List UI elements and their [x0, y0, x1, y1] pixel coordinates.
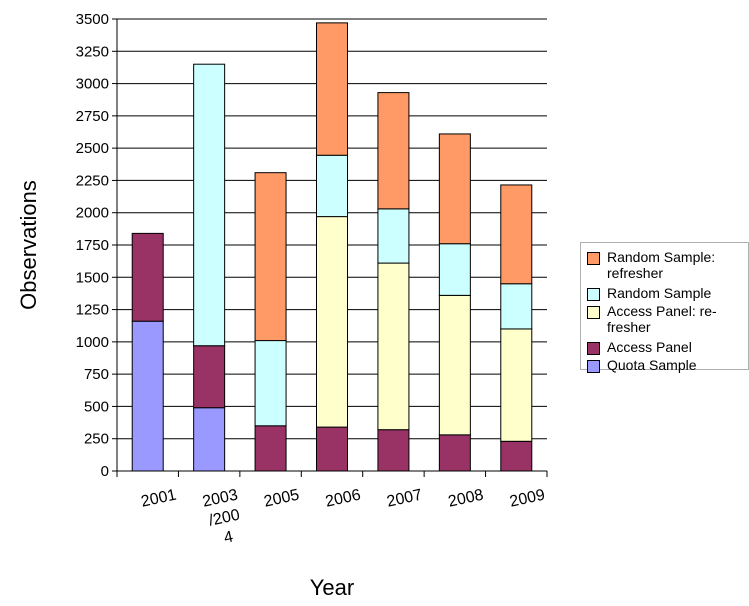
x-tick-label: 2001	[140, 487, 178, 511]
bar-segment	[254, 425, 287, 472]
bar-segment	[377, 92, 410, 210]
legend-swatch	[587, 306, 600, 319]
legend-item: Quota Sample	[587, 357, 749, 373]
y-tick-label: 3250	[76, 43, 109, 60]
bar-segment	[438, 133, 471, 245]
legend-item: Random Sample	[587, 285, 749, 301]
y-tick-label: 2250	[76, 172, 109, 189]
y-tick-label: 750	[84, 366, 109, 383]
legend-label: Random Sample	[607, 285, 712, 301]
x-tick-labels: 2001 2003/2004 2005 2006 2007 2008 2009	[140, 487, 547, 550]
bar-segment	[131, 320, 164, 472]
bar-stacks	[131, 22, 533, 472]
bar-segment	[377, 429, 410, 472]
y-tick-label: 0	[101, 463, 109, 480]
bar-segment	[316, 426, 348, 472]
bar-segment	[316, 216, 348, 428]
bar-segment	[500, 440, 533, 472]
legend-swatch	[587, 360, 600, 373]
y-tick-label: 1750	[76, 237, 109, 254]
legend-label: Access Panel	[607, 339, 692, 355]
y-tick-label: 250	[84, 431, 109, 448]
legend-label: Random Sample: refresher	[607, 249, 716, 281]
bar-segment	[131, 232, 164, 322]
x-tick-label: 2008	[447, 487, 485, 511]
bar-segment	[193, 407, 226, 472]
x-tick-label: 2007	[385, 487, 423, 511]
y-tick-label: 2000	[76, 205, 109, 222]
legend: Random Sample: refresher Random Sample Acc…	[580, 242, 749, 373]
y-tick-label: 1250	[76, 302, 109, 319]
x-tick-label: 2003/2004	[201, 487, 248, 550]
axes	[112, 18, 548, 477]
y-tick-label: 2750	[76, 108, 109, 125]
bar-segment	[438, 434, 471, 472]
legend-label: Quota Sample	[607, 357, 697, 373]
bar-segment	[254, 172, 287, 342]
x-axis-title: Year	[310, 575, 354, 600]
bar-segment	[500, 328, 533, 442]
y-tick-label: 2500	[76, 140, 109, 157]
bar-segment	[438, 294, 471, 436]
y-tick-label: 3000	[76, 76, 109, 93]
y-tick-label: 3500	[76, 11, 109, 28]
y-tick-label: 1000	[76, 334, 109, 351]
bar-segment	[193, 345, 226, 409]
x-tick-label: 2009	[508, 487, 546, 511]
bar-segment	[316, 22, 348, 156]
y-tick-label: 1500	[76, 269, 109, 286]
bar-segment	[316, 154, 348, 218]
x-tick-label: 2006	[324, 487, 362, 511]
legend-swatch	[587, 342, 600, 355]
bar-segment	[377, 262, 410, 431]
bar-segment	[193, 63, 226, 347]
y-axis-title: Observations	[16, 180, 41, 310]
legend-label: Access Panel: re- fresher	[607, 303, 717, 335]
y-tick-label: 500	[84, 398, 109, 415]
y-tick-labels: 0 250 500 750 1000 1250 1500 1750 2000 2250 2500 27…	[76, 11, 109, 480]
bar-segment	[254, 340, 287, 427]
legend-swatch	[587, 252, 600, 265]
legend-item: Access Panel: re- fresher	[587, 303, 749, 335]
legend-swatch	[587, 288, 600, 301]
bar-segment	[438, 243, 471, 296]
bar-segment	[377, 208, 410, 264]
bar-segment	[500, 283, 533, 330]
x-tick-label: 2005	[262, 487, 300, 511]
bar-segment	[500, 184, 533, 285]
legend-item: Random Sample: refresher	[587, 249, 749, 281]
legend-item: Access Panel	[587, 339, 749, 355]
